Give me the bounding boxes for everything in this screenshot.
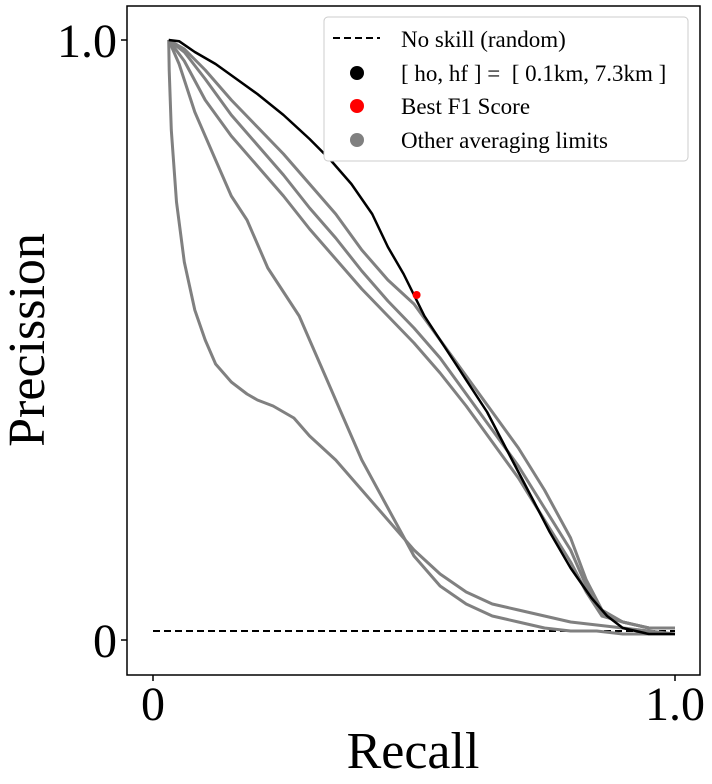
x-ticks: 0 1.0	[141, 675, 705, 731]
series-line-5	[167, 39, 676, 636]
y-ticks: 01.0	[57, 15, 127, 668]
legend-red-dot	[350, 99, 364, 113]
legend-box	[323, 16, 689, 162]
legend: No skill (random) [ ho, hf ] = [ 0.1km, …	[323, 16, 689, 162]
legend-best-f1-label: Best F1 Score	[401, 94, 530, 119]
series-group	[167, 38, 676, 636]
y-tick-label-0: 0	[93, 615, 117, 668]
y-tick-label-1: 1.0	[57, 15, 117, 68]
series-line-0	[168, 38, 675, 636]
y-axis-label: Precission	[0, 233, 56, 447]
best-f1-point	[412, 291, 421, 299]
legend-other-limits-label: Other averaging limits	[401, 128, 608, 153]
legend-selected-limits-label: [ ho, hf ] = [ 0.1km, 7.3km ]	[401, 61, 666, 86]
legend-black-dot	[350, 66, 364, 80]
series-line-3	[167, 39, 675, 630]
legend-grey-dot	[350, 133, 364, 147]
series-line-4	[167, 39, 675, 636]
legend-no-skill-label: No skill (random)	[401, 27, 566, 52]
x-tick-label-1: 1.0	[645, 678, 705, 731]
x-tick-label-0: 0	[141, 678, 165, 731]
x-axis-label: Recall	[347, 723, 480, 780]
